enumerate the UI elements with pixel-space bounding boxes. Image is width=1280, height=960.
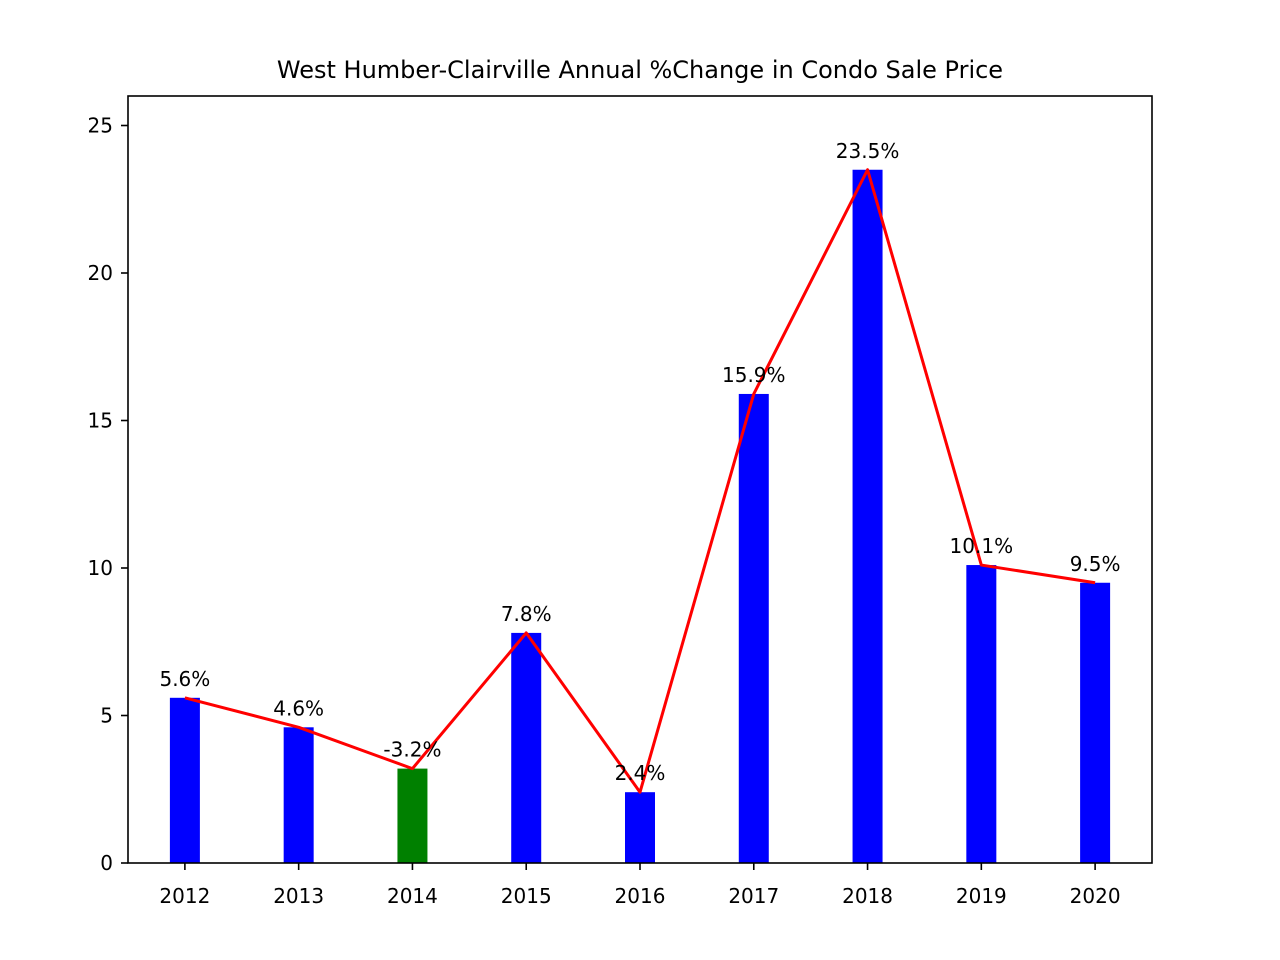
bar-2019: [966, 565, 997, 863]
data-label-2015: 7.8%: [501, 602, 552, 626]
data-label-2012: 5.6%: [159, 667, 210, 691]
data-label-2020: 9.5%: [1070, 552, 1121, 576]
plot-frame: [127, 95, 1153, 864]
trend-line: [184, 168, 1096, 794]
x-tick-label-2016: 2016: [615, 884, 666, 908]
x-tick-label-2012: 2012: [159, 884, 210, 908]
y-tick-label-15: 15: [88, 409, 113, 433]
data-label-2016: 2.4%: [615, 761, 666, 785]
y-tick-label-20: 20: [88, 261, 113, 285]
bar-2013: [283, 727, 314, 863]
x-tick-label-2015: 2015: [501, 884, 552, 908]
x-axis: 2012 2013 2014 2015 2016 2017 2018 2019 2020: [159, 863, 1121, 908]
bar-2012: [169, 697, 200, 863]
data-label-2017: 15.9%: [722, 363, 786, 387]
data-label-2018: 23.5%: [836, 139, 900, 163]
bar-2015: [511, 632, 542, 863]
y-tick-label-0: 0: [100, 851, 113, 875]
bar-2018: [852, 169, 883, 863]
y-tick-label-10: 10: [88, 556, 113, 580]
x-tick-label-2014: 2014: [387, 884, 438, 908]
bars-layer: [169, 169, 1111, 863]
bar-2017: [738, 393, 769, 863]
bar-2014: [397, 768, 428, 863]
data-label-2014: -3.2%: [383, 738, 441, 762]
x-tick-label-2018: 2018: [842, 884, 893, 908]
x-tick-label-2019: 2019: [956, 884, 1007, 908]
data-label-2013: 4.6%: [273, 696, 324, 720]
trend-line-layer: [184, 168, 1096, 794]
x-tick-label-2013: 2013: [273, 884, 324, 908]
y-tick-label-5: 5: [100, 704, 113, 728]
y-tick-label-25: 25: [88, 114, 113, 138]
x-tick-label-2020: 2020: [1070, 884, 1121, 908]
x-tick-label-2017: 2017: [728, 884, 779, 908]
bar-2016: [625, 792, 655, 863]
y-axis: 0 5 10 15 20 25: [88, 114, 128, 875]
data-label-2019: 10.1%: [950, 534, 1014, 558]
data-labels-layer: 5.6% 4.6% -3.2% 7.8% 2.4% 15.9% 23.5% 10.1% 9.5%: [159, 139, 1120, 785]
bar-2020: [1080, 582, 1111, 863]
chart-title: West Humber-Clairville Annual %Change in…: [277, 56, 1003, 84]
